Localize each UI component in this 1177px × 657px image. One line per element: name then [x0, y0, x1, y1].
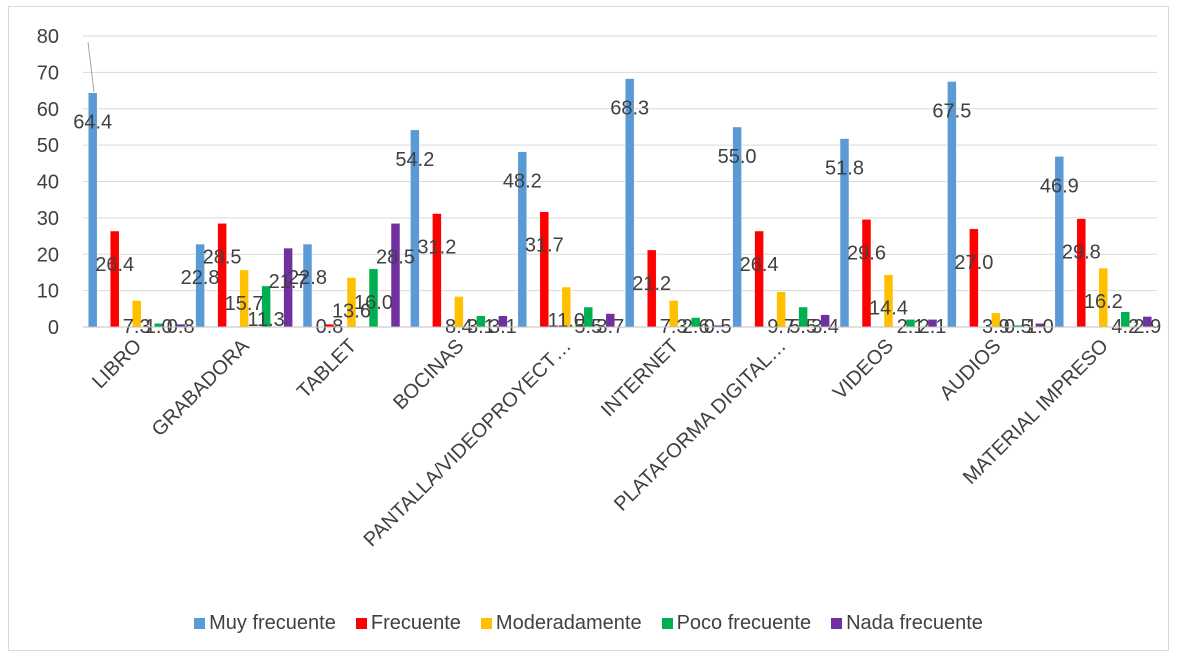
data-label: 31.2 [417, 237, 456, 259]
legend-label: Moderadamente [495, 612, 642, 634]
legend-label: Muy frecuente [209, 612, 336, 634]
data-label: 46.9 [1040, 175, 1079, 197]
y-tick-label: 50 [37, 135, 59, 157]
data-label: 21.7 [269, 271, 308, 293]
data-label: 14.4 [869, 298, 908, 320]
legend-label: Poco frecuente [676, 612, 812, 634]
x-tick-label: INTERNET [597, 335, 683, 421]
x-tick-label: PLATAFORMA DIGITAL… [610, 335, 791, 516]
x-tick-label: BOCINAS [389, 335, 468, 414]
x-tick-label: LIBRO [88, 335, 146, 393]
data-label: 27.0 [954, 252, 993, 274]
data-labels: 64.426.47.31.00.822.828.515.711.321.722.… [73, 41, 1161, 338]
data-label: 29.8 [1062, 242, 1101, 264]
data-label: 16.0 [354, 292, 393, 314]
data-label: 67.5 [932, 100, 971, 122]
data-label: 55.0 [718, 146, 757, 168]
data-label: 29.6 [847, 242, 886, 264]
data-label: 11.0 [548, 310, 585, 332]
bar [109, 230, 120, 328]
legend: Muy frecuente Frecuente Moderadamente Poco … [0, 612, 1177, 635]
y-tick-label: 0 [48, 317, 59, 339]
x-axis: LIBRO GRABADORA TABLET BOCINASPANTALLA/VIDE… [83, 326, 1157, 551]
legend-item: Moderadamente [480, 612, 642, 635]
x-tick-label: VIDEOS [829, 335, 898, 404]
data-label: 13.6 [332, 301, 371, 323]
bars [87, 78, 1153, 328]
legend-swatch [661, 618, 673, 629]
data-label: 26.4 [95, 254, 134, 276]
data-label: 48.2 [503, 171, 542, 193]
leader-line [87, 41, 95, 93]
legend-swatch [355, 618, 367, 629]
bar [432, 213, 442, 328]
legend-swatch [194, 618, 206, 629]
data-label: 22.8 [288, 267, 327, 289]
y-tick-label: 30 [37, 208, 59, 230]
x-tick-label: AUDIOS [936, 335, 1006, 405]
chart-frame [8, 6, 1169, 651]
data-label: 22.8 [181, 267, 220, 289]
gridlines [83, 35, 1157, 292]
legend-item: Muy frecuente [194, 612, 336, 635]
y-tick-label: 80 [37, 26, 59, 48]
x-tick-label: PANTALLA/VIDEOPROYECT… [360, 335, 576, 551]
data-label: 11.3 [247, 309, 284, 331]
x-tick-label: GRABADORA [148, 335, 254, 441]
y-tick-label: 20 [37, 244, 59, 266]
data-label: 28.5 [203, 246, 242, 268]
data-label: 31.7 [525, 235, 564, 257]
data-label: 21.2 [632, 273, 671, 295]
y-tick-label: 40 [37, 172, 59, 194]
y-tick-label: 10 [37, 281, 59, 303]
data-label: 54.2 [395, 149, 434, 171]
legend-swatch [831, 618, 843, 629]
data-label: 51.8 [825, 158, 864, 180]
legend-label: Frecuente [370, 612, 461, 634]
data-label: 64.4 [73, 112, 112, 134]
y-tick-label: 60 [37, 99, 59, 121]
bar [969, 228, 979, 328]
data-label: 15.7 [225, 293, 264, 315]
x-tick-label: TABLET [293, 335, 361, 403]
legend-item: Frecuente [355, 612, 461, 635]
legend-item: Poco frecuente [661, 612, 812, 635]
data-label: 16.2 [1084, 291, 1123, 313]
legend-label: Nada frecuente [846, 612, 983, 634]
y-axis: 0 10 20 30 40 50 60 70 80 [37, 26, 59, 339]
data-label: 26.4 [740, 254, 779, 276]
legend-item: Nada frecuente [831, 612, 983, 635]
legend-swatch [480, 618, 492, 629]
bar [754, 230, 764, 328]
data-label: 68.3 [610, 98, 649, 120]
data-label: 28.5 [376, 246, 415, 268]
y-tick-label: 70 [37, 62, 59, 84]
